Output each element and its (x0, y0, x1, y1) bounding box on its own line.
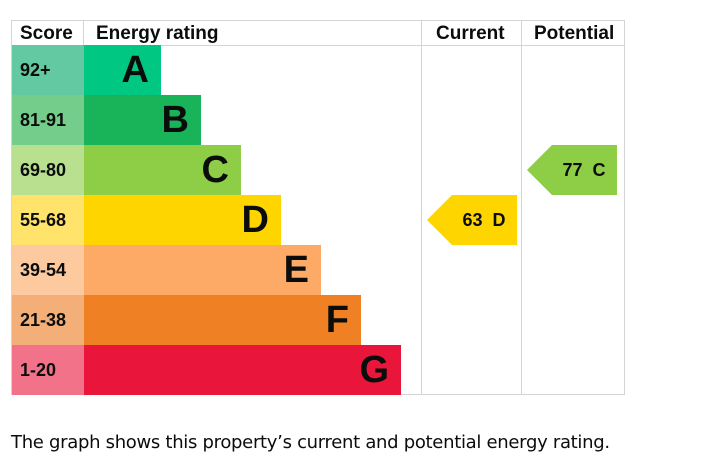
score-range: 21-38 (12, 295, 84, 345)
rating-bar: G (84, 345, 401, 395)
current-rating-label: 63 D (462, 210, 506, 230)
column-divider-rating (421, 21, 422, 394)
score-range: 1-20 (12, 345, 84, 395)
potential-rating-arrow: 77 C (527, 145, 617, 195)
rating-letter: E (283, 249, 309, 291)
score-range: 55-68 (12, 195, 84, 245)
rating-bar: E (84, 245, 321, 295)
potential-rating-label: 77 C (562, 160, 606, 180)
header-potential: Potential (534, 23, 615, 44)
arrow-shape-icon (527, 145, 617, 195)
rating-bar: B (84, 95, 201, 145)
rating-letter: B (161, 99, 189, 141)
score-range: 92+ (12, 45, 84, 95)
header-current: Current (436, 23, 505, 44)
column-divider-current (521, 21, 522, 394)
score-range: 39-54 (12, 245, 84, 295)
header-score: Score (20, 23, 73, 44)
score-range: 69-80 (12, 145, 84, 195)
rating-bar: C (84, 145, 241, 195)
current-rating-arrow: 63 D (427, 195, 517, 245)
header-energy-rating: Energy rating (96, 23, 219, 44)
rating-letter: D (241, 199, 269, 241)
rating-letter: F (325, 299, 349, 341)
rating-bar: A (84, 45, 161, 95)
score-range: 81-91 (12, 95, 84, 145)
chart-caption: The graph shows this property’s current … (11, 432, 610, 453)
rating-bar: F (84, 295, 361, 345)
rating-letter: C (201, 149, 229, 191)
arrow-shape-icon (427, 195, 517, 245)
energy-rating-chart: Score Energy rating Current Potential 92… (11, 20, 625, 395)
rating-letter: A (121, 49, 149, 91)
rating-letter: G (359, 349, 389, 391)
column-divider-score (83, 21, 84, 46)
rating-bar: D (84, 195, 281, 245)
header-divider (12, 45, 624, 46)
